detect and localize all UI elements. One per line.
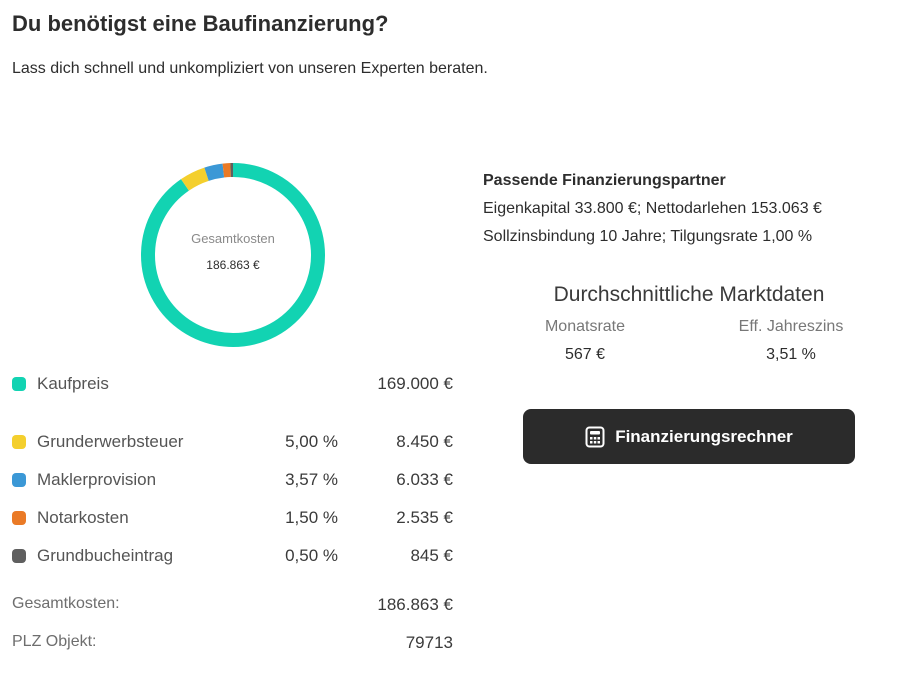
market-title: Durchschnittliche Marktdaten xyxy=(553,283,825,306)
cost-amount: 8.450 € xyxy=(396,432,453,451)
donut-segment-grunderwerbsteuer xyxy=(181,167,209,191)
calculator-button-label: Finanzierungsrechner xyxy=(615,426,793,446)
legend-dot-grundbucheintrag xyxy=(12,549,26,563)
calculator-icon xyxy=(585,426,605,447)
market-data-panel: Durchschnittliche Marktdaten Monatsrate … xyxy=(522,283,856,363)
donut-svg xyxy=(141,163,325,347)
monthly-rate-value: 567 € xyxy=(564,346,606,363)
donut-segment-kaufpreis xyxy=(141,163,325,347)
cost-row-notarkosten: Notarkosten 1,50 % 2.535 € xyxy=(12,508,457,530)
plz-row: PLZ Objekt: 79713 xyxy=(12,633,457,655)
cost-name: Kaufpreis xyxy=(37,374,109,393)
total-costs-value: 186.863 € xyxy=(377,595,453,614)
plz-label: PLZ Objekt: xyxy=(12,633,97,650)
cost-percent: 3,57 % xyxy=(285,470,338,489)
cost-amount: 6.033 € xyxy=(396,470,453,489)
legend-dot-notarkosten xyxy=(12,511,26,525)
partner-title: Passende Finanzierungspartner xyxy=(483,172,726,189)
cost-name: Grundbucheintrag xyxy=(37,546,174,565)
effective-interest-value: 3,51 % xyxy=(766,346,816,363)
cost-percent: 5,00 % xyxy=(285,432,338,451)
market-effective-interest: Eff. Jahreszins 3,51 % xyxy=(711,318,871,364)
financing-partner-info: Passende Finanzierungspartner Eigenkapit… xyxy=(483,167,822,251)
cost-name: Notarkosten xyxy=(37,508,129,527)
page-subtitle: Lass dich schnell und unkompliziert von … xyxy=(12,60,488,77)
donut-center-value: 186.863 € xyxy=(206,257,260,272)
cost-percent: 1,50 % xyxy=(285,508,338,527)
effective-interest-label: Eff. Jahreszins xyxy=(738,318,844,335)
cost-name: Maklerprovision xyxy=(37,470,157,489)
cost-donut-chart: Gesamtkosten 186.863 € xyxy=(138,160,328,350)
donut-segment-notarkosten xyxy=(222,163,231,178)
cost-amount: 169.000 € xyxy=(377,374,453,393)
donut-center-label: Gesamtkosten xyxy=(191,230,275,246)
legend-dot-maklerprovision xyxy=(12,473,26,487)
market-monthly-rate: Monatsrate 567 € xyxy=(505,318,665,364)
partner-line-equity: Eigenkapital 33.800 €; Nettodarlehen 153… xyxy=(483,200,822,217)
cost-percent: 0,50 % xyxy=(285,546,338,565)
plz-value: 79713 xyxy=(405,633,453,652)
donut-center: Gesamtkosten 186.863 € xyxy=(138,160,328,350)
cost-row-maklerprovision: Maklerprovision 3,57 % 6.033 € xyxy=(12,470,457,492)
donut-segment-maklerprovision xyxy=(204,163,225,181)
cost-name: Grunderwerbsteuer xyxy=(37,432,184,451)
legend-dot-kaufpreis xyxy=(12,377,26,391)
cost-row-grundbucheintrag: Grundbucheintrag 0,50 % 845 € xyxy=(12,546,457,568)
legend-dot-grunderwerbsteuer xyxy=(12,435,26,449)
cost-row-grunderwerbsteuer: Grunderwerbsteuer 5,00 % 8.450 € xyxy=(12,432,457,454)
partner-line-fixed-rate: Sollzinsbindung 10 Jahre; Tilgungsrate 1… xyxy=(483,228,813,245)
monthly-rate-label: Monatsrate xyxy=(544,318,626,335)
financing-calculator-button[interactable]: Finanzierungsrechner xyxy=(523,409,855,464)
page-title: Du benötigst eine Baufinanzierung? xyxy=(12,11,389,36)
cost-amount: 845 € xyxy=(410,546,453,565)
cost-amount: 2.535 € xyxy=(396,508,453,527)
total-costs-label: Gesamtkosten: xyxy=(12,595,120,612)
total-costs-row: Gesamtkosten: 186.863 € xyxy=(12,595,457,617)
cost-row-kaufpreis: Kaufpreis 169.000 € xyxy=(12,374,457,396)
